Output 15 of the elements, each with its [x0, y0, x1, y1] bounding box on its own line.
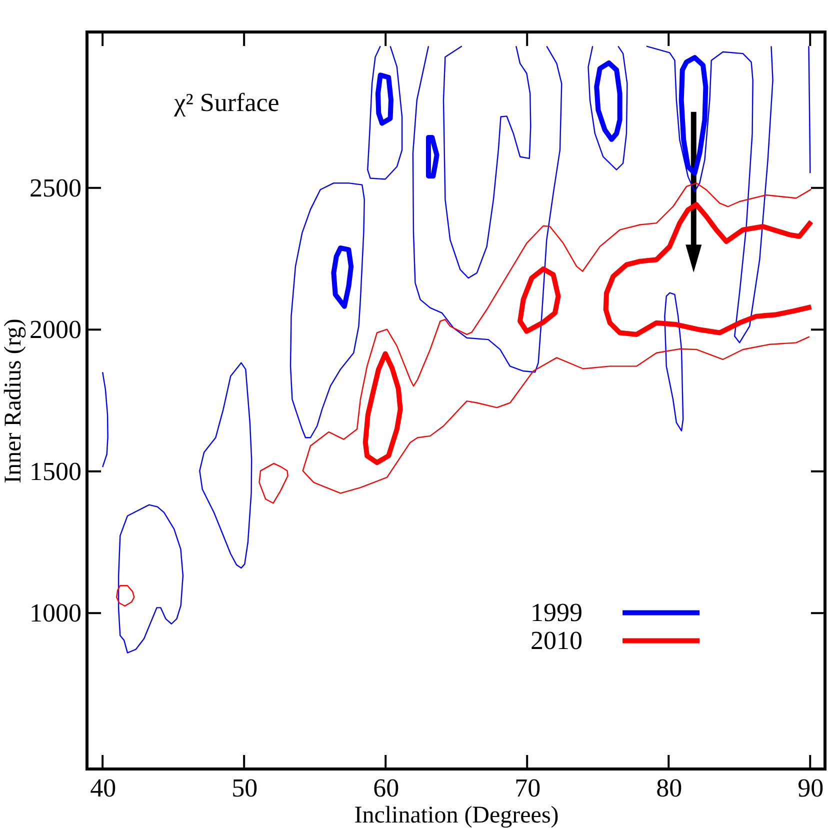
y-tick-label: 2500: [30, 173, 82, 202]
x-tick-label: 60: [373, 774, 400, 802]
legend-label: 1999: [530, 598, 583, 627]
x-tick-label: 50: [232, 774, 258, 802]
x-tick-label: 40: [90, 774, 116, 802]
y-tick-label: 2000: [30, 315, 82, 344]
legend-label: 2010: [530, 626, 583, 655]
text: χ² Surface: [173, 88, 280, 117]
y-tick-label: 1000: [30, 598, 82, 628]
y-tick-label: 1500: [30, 456, 82, 486]
x-tick-label: 70: [514, 774, 541, 802]
x-tick-label: 80: [656, 774, 682, 802]
y-axis-title: Inner Radius (rg): [0, 318, 26, 484]
x-tick-label: 90: [798, 774, 824, 802]
x-axis-title: Inclination (Degrees): [354, 802, 559, 828]
